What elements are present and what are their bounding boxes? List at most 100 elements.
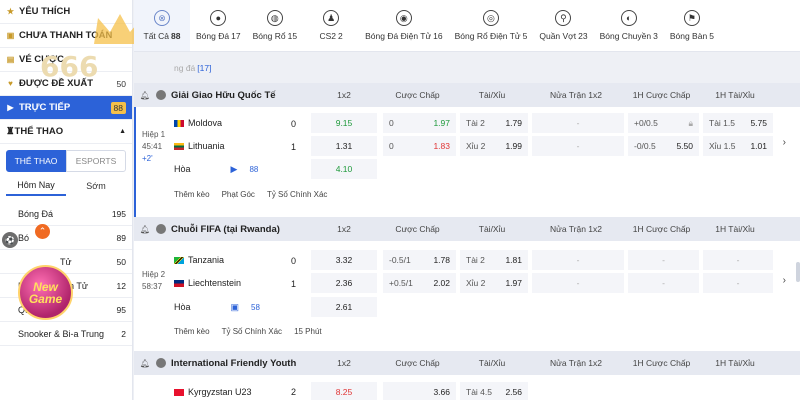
all-icon: ⊗ [154, 10, 170, 26]
league-header[interactable]: 🔔︎ Giải Giao Hữu Quốc Tế 1x2 Cược Chấp T… [134, 83, 800, 107]
odd-draw-1x2[interactable]: 4.10 [311, 159, 377, 179]
chevron-right-icon[interactable]: › [782, 137, 786, 148]
volleyball-icon: ◐ [620, 10, 637, 26]
odd-home-1x2[interactable]: 8.25 [311, 382, 377, 400]
tennis-icon: ⚲ [555, 10, 572, 26]
odd-1h-handicap-home[interactable]: - [628, 250, 699, 270]
odd-half-1x2-home[interactable]: - [532, 113, 624, 133]
odd-home-1x2[interactable]: 3.32 [311, 250, 377, 270]
match-card: Kyrgyzstan U23 2 8.25 3.66 Tài 4.5 2.56 [134, 375, 800, 400]
link-correct-score[interactable]: Tỷ Số Chính Xác [266, 190, 328, 199]
chevron-up-icon: ▲ [119, 128, 126, 135]
sport-tabs: ⊗ Tất Cả 88 ● Bóng Đá 17 ◍ Bóng Rổ 15 ♟ CS2… [134, 0, 800, 52]
tab-soccer[interactable]: ● Bóng Đá 17 [190, 0, 247, 51]
odd-1h-over[interactable]: Tài 1.5 5.75 [703, 113, 773, 133]
bell-icon[interactable]: 🔔︎ [139, 224, 151, 234]
odd-over[interactable]: Tài 4.5 2.56 [460, 382, 528, 400]
bell-icon[interactable]: 🔔︎ [139, 358, 151, 368]
tab-ebasketball[interactable]: ◎ Bóng Rổ Điện Tử 5 [449, 0, 534, 51]
scrollbar[interactable] [796, 262, 800, 282]
tab-today[interactable]: Hôm Nay [6, 176, 66, 196]
tab-all[interactable]: ⊗ Tất Cả 88 [134, 0, 190, 51]
live-icon: ▶ [7, 103, 14, 112]
sport-item-snooker[interactable]: Snooker & Bi-a Trung 2 [0, 322, 132, 346]
soccer-ball-icon: ⚽ [2, 232, 18, 248]
tab-basketball[interactable]: ◍ Bóng Rổ 15 [247, 0, 304, 51]
brand-logo: 666 [40, 50, 99, 83]
odd-away-1x2[interactable]: 1.31 [311, 136, 377, 156]
odd-over[interactable]: Tài 2 1.81 [460, 250, 528, 270]
tab-early[interactable]: Sớm [86, 181, 106, 191]
tab-volleyball[interactable]: ◐ Bóng Chuyền 3 [594, 0, 664, 51]
odd-home-handicap[interactable]: 0 1.97 [383, 113, 456, 133]
odd-1h-handicap-away[interactable]: - [628, 273, 699, 293]
wallet-icon: ▣ [6, 31, 15, 40]
crown-logo-icon [94, 14, 146, 44]
sidebar-item-sports[interactable]: ♜ THỂ THAO ▲ [0, 120, 132, 144]
star-icon: ★ [6, 7, 15, 16]
odd-half-1x2-away[interactable]: - [532, 136, 624, 156]
sidebar-item-recommended[interactable]: ♥ ĐƯỢC ĐỀ XUẤT 50 [0, 72, 132, 96]
league-header[interactable]: 🔔︎ International Friendly Youth 1x2 Cược… [134, 351, 800, 375]
table-tennis-icon: ⚑ [683, 10, 700, 26]
market-links: Thêm kèo Tỷ Số Chính Xác 15 Phút [174, 327, 322, 336]
odd-1h-handicap-away[interactable]: -0/0.5 5.50 [628, 136, 699, 156]
odd-1h-under[interactable]: - [703, 273, 773, 293]
sport-item-soccer[interactable]: Bóng Đá 195 [0, 202, 132, 226]
odds-board: ng đá [17] 🔔︎ Giải Giao Hữu Quốc Tế 1x2 … [134, 53, 800, 400]
link-correct-score[interactable]: Tỷ Số Chính Xác [221, 327, 283, 336]
stats-icon[interactable]: ▣ [230, 301, 240, 312]
odd-away-handicap[interactable]: +0.5/1 2.02 [383, 273, 456, 293]
sport-item-esoccer[interactable]: Tử 50 [0, 250, 132, 274]
odd-half-1x2-home[interactable]: - [532, 250, 624, 270]
heart-icon: ♥ [8, 79, 13, 88]
odd-1h-handicap-home[interactable]: +0/0.5 🔒︎ [628, 113, 699, 133]
esoccer-icon: ◉ [395, 10, 412, 26]
market-count[interactable]: 58 [251, 302, 260, 312]
team-home: Kyrgyzstan U23 [174, 381, 294, 400]
new-game-promo[interactable]: New Game [18, 265, 73, 320]
odd-home-1x2[interactable]: 9.15 [311, 113, 377, 133]
odd-away-handicap[interactable]: 0 1.83 [383, 136, 456, 156]
link-more-bets[interactable]: Thêm kèo [174, 327, 210, 336]
sport-filter: ng đá [17] [174, 63, 212, 73]
link-more-bets[interactable]: Thêm kèo [174, 190, 210, 199]
tab-esoccer[interactable]: ◉ Bóng Đá Điện Tử 16 [359, 0, 448, 51]
link-corners[interactable]: Phạt Góc [221, 190, 255, 199]
odd-half-1x2-away[interactable]: - [532, 273, 624, 293]
sidebar: ★ YÊU THÍCH ▣ CHƯA THANH TOÁN ▤ VÉ CƯỢC … [0, 0, 133, 400]
sidebar-item-bets[interactable]: ▤ VÉ CƯỢC [0, 48, 132, 72]
toggle-esports[interactable]: ESPORTS [66, 150, 126, 172]
link-15-minutes[interactable]: 15 Phút [294, 327, 322, 336]
sidebar-item-favorites[interactable]: ★ YÊU THÍCH [0, 0, 132, 24]
tab-table-tennis[interactable]: ⚑ Bóng Bàn 5 [664, 0, 720, 51]
video-icon[interactable]: ▶ [230, 163, 238, 174]
sidebar-item-live[interactable]: ▶ TRỰC TIẾP 88 [0, 96, 132, 120]
odd-draw-1x2[interactable]: 2.61 [311, 297, 377, 317]
sport-type-toggle: THỂ THAO ESPORTS [6, 150, 126, 172]
tab-tennis[interactable]: ⚲ Quần Vợt 23 [533, 0, 593, 51]
team-away: Lithuania [174, 135, 294, 157]
market-count[interactable]: 88 [249, 164, 259, 174]
tab-cs2[interactable]: ♟ CS2 2 [303, 0, 359, 51]
odd-1h-under[interactable]: Xỉu 1.5 1.01 [703, 136, 773, 156]
odd-1h-over[interactable]: - [703, 250, 773, 270]
sidebar-item-unpaid[interactable]: ▣ CHƯA THANH TOÁN [0, 24, 132, 48]
toggle-sports[interactable]: THỂ THAO [6, 150, 66, 172]
odd-under[interactable]: Xỉu 2 1.97 [460, 273, 528, 293]
market-links: Thêm kèo Phạt Góc Tỷ Số Chính Xác [174, 190, 327, 199]
odd-home-handicap[interactable]: 3.66 [383, 382, 456, 400]
lock-icon: 🔒︎ [688, 117, 693, 128]
date-tabs: Hôm Nay Sớm [6, 176, 126, 196]
match-card: Hiệp 2 58:37 Tanzania Liechtenstein Hòa … [134, 241, 800, 351]
odd-over[interactable]: Tài 2 1.79 [460, 113, 528, 133]
league-header[interactable]: 🔔︎ Chuỗi FIFA (tại Rwanda) 1x2 Cược Chấp… [134, 217, 800, 241]
scroll-up-button[interactable]: ⌃ [35, 224, 50, 239]
bell-icon[interactable]: 🔔︎ [139, 90, 151, 100]
odd-home-handicap[interactable]: -0.5/1 1.78 [383, 250, 456, 270]
odd-under[interactable]: Xỉu 2 1.99 [460, 136, 528, 156]
basketball-icon: ◍ [266, 10, 283, 26]
odd-away-1x2[interactable]: 2.36 [311, 273, 377, 293]
chevron-right-icon[interactable]: › [782, 275, 786, 286]
sport-item-basketball[interactable]: Bó 89 [0, 226, 132, 250]
